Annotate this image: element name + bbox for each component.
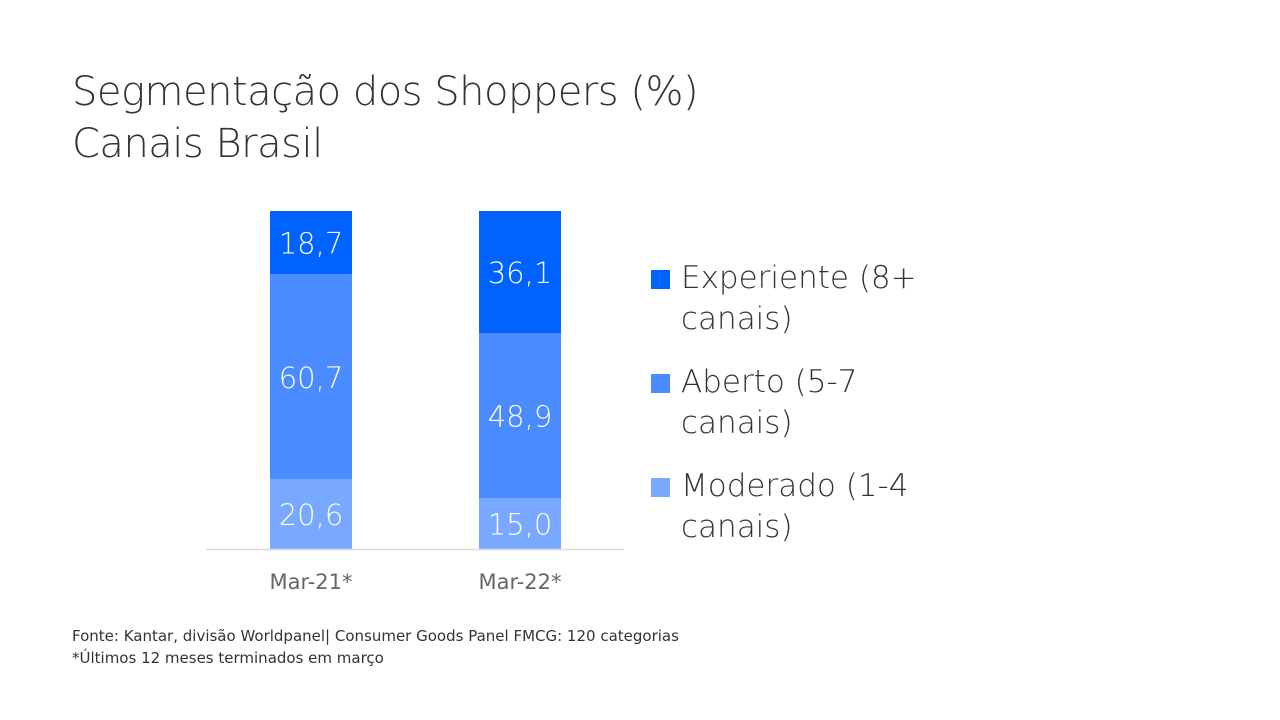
- bar-segment: [270, 274, 352, 480]
- legend-label: Experiente (8+ canais): [681, 260, 917, 337]
- bar-segment: [479, 211, 561, 334]
- footnote: Fonte: Kantar, divisão Worldpanel| Consu…: [72, 625, 679, 669]
- legend-item-aberto: Aberto (5-7 canais): [651, 362, 971, 444]
- data-label: 15,0: [488, 508, 553, 542]
- legend-label: Moderado (1-4 canais): [681, 468, 909, 545]
- data-label: 48,9: [488, 400, 553, 434]
- legend-label: Aberto (5-7 canais): [681, 364, 858, 441]
- title-line-1: Segmentação dos Shoppers (%): [72, 69, 699, 115]
- bar-segment: [479, 498, 561, 549]
- legend-swatch: [651, 270, 670, 289]
- data-label: 20,6: [279, 498, 344, 532]
- x-tick-label: Mar-22*: [478, 570, 561, 594]
- bar-segment: [479, 333, 561, 499]
- x-tick-label: Mar-21*: [269, 570, 352, 594]
- legend-swatch: [651, 478, 670, 497]
- data-label: 60,7: [279, 361, 344, 395]
- period-note: *Últimos 12 meses terminados em março: [72, 649, 384, 667]
- legend-item-moderado: Moderado (1-4 canais): [651, 466, 971, 548]
- legend-item-experiente: Experiente (8+ canais): [651, 258, 971, 340]
- bar-segment: [270, 211, 352, 275]
- data-label: 36,1: [488, 256, 553, 290]
- legend: Experiente (8+ canais) Aberto (5-7 canai…: [651, 258, 971, 570]
- source-note: Fonte: Kantar, divisão Worldpanel| Consu…: [72, 627, 679, 645]
- data-label: 18,7: [279, 227, 344, 261]
- title-line-2: Canais Brasil: [72, 121, 323, 167]
- bar-segment: [270, 479, 352, 549]
- chart-title: Segmentação dos Shoppers (%) Canais Bras…: [72, 66, 699, 170]
- legend-swatch: [651, 374, 670, 393]
